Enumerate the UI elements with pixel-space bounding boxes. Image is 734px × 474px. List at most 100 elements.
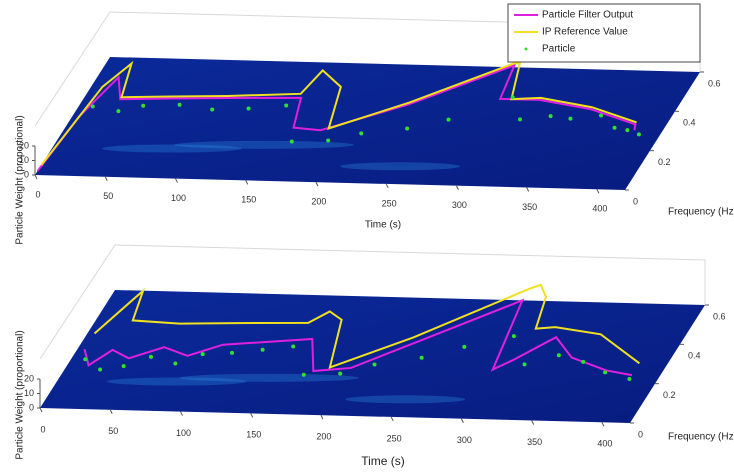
particle bbox=[511, 334, 516, 339]
x-tick bbox=[531, 420, 535, 425]
y-axis-label: Frequency (Hz) bbox=[668, 432, 734, 443]
particle bbox=[141, 103, 146, 108]
x-tick-label: 0 bbox=[40, 424, 45, 434]
x-tick bbox=[245, 180, 249, 185]
particle bbox=[446, 117, 451, 122]
x-tick-label: 0 bbox=[35, 189, 40, 199]
box-wall bbox=[39, 244, 706, 360]
x-tick bbox=[39, 407, 43, 413]
legend-label: IP Reference Value bbox=[542, 27, 628, 38]
chart: 0 50 100 150 200 250 300 350 400 0 0.2 0.4 0.6 0 10 20 T… bbox=[15, 244, 734, 468]
x-tick-label: 50 bbox=[108, 426, 118, 436]
particle bbox=[200, 352, 205, 357]
legend-label: Particle Filter Output bbox=[542, 10, 633, 21]
particle bbox=[359, 131, 364, 136]
particle bbox=[260, 347, 265, 352]
x-tick bbox=[315, 181, 319, 187]
x-tick-label: 100 bbox=[171, 193, 186, 203]
x-tick-label: 200 bbox=[311, 197, 326, 207]
y-tick-label: 0.4 bbox=[688, 351, 701, 361]
z-tick-label: 10 bbox=[24, 388, 34, 398]
particle bbox=[90, 104, 95, 109]
particle bbox=[230, 350, 235, 355]
x-tick-label: 150 bbox=[241, 195, 256, 205]
particle bbox=[177, 102, 182, 107]
particle bbox=[326, 138, 331, 143]
y-tick-label: 0.2 bbox=[663, 390, 676, 400]
x-tick bbox=[390, 416, 394, 422]
particle bbox=[462, 344, 467, 349]
x-tick bbox=[34, 174, 38, 180]
particle bbox=[98, 367, 103, 372]
particle bbox=[116, 109, 121, 114]
z-axis-label: Particle Weight (proportional) bbox=[15, 115, 26, 244]
particle bbox=[556, 353, 561, 358]
x-tick bbox=[526, 187, 530, 192]
particle bbox=[121, 364, 126, 369]
spectral-patch bbox=[345, 395, 466, 404]
x-tick bbox=[175, 178, 178, 183]
y-tick-label: 0.6 bbox=[708, 78, 721, 88]
particle bbox=[625, 128, 630, 133]
y-tick-label: 0.4 bbox=[683, 118, 696, 128]
series-line bbox=[83, 298, 633, 377]
x-tick-label: 150 bbox=[246, 430, 261, 440]
x-tick-label: 100 bbox=[176, 428, 191, 438]
series-line bbox=[93, 283, 641, 369]
x-tick bbox=[385, 183, 389, 189]
particle bbox=[210, 107, 215, 112]
x-tick bbox=[180, 411, 183, 416]
x-tick bbox=[455, 185, 459, 190]
particle bbox=[173, 361, 178, 366]
x-tick-label: 250 bbox=[387, 433, 402, 443]
surface bbox=[40, 290, 705, 423]
legend-swatch bbox=[524, 47, 528, 51]
particle bbox=[636, 132, 641, 137]
particle bbox=[246, 106, 251, 111]
x-axis-label: Time (s) bbox=[361, 454, 405, 468]
x-tick bbox=[109, 409, 113, 415]
particle bbox=[284, 103, 289, 108]
particle bbox=[522, 362, 527, 367]
z-tick-label: 0 bbox=[29, 402, 34, 412]
spectral-patch bbox=[101, 144, 242, 153]
particle bbox=[301, 372, 306, 377]
x-tick-label: 300 bbox=[452, 200, 467, 210]
legend-label: Particle bbox=[542, 44, 576, 55]
x-tick-label: 400 bbox=[597, 439, 612, 449]
x-tick bbox=[250, 413, 254, 418]
particle bbox=[405, 126, 410, 131]
z-tick-label: 20 bbox=[19, 140, 29, 150]
y-axis-label: Frequency (Hz) bbox=[668, 207, 734, 218]
z-tick-label: 20 bbox=[24, 373, 34, 383]
particle bbox=[518, 117, 522, 122]
particle bbox=[627, 377, 632, 382]
particle bbox=[603, 370, 608, 375]
legend-box bbox=[507, 3, 701, 63]
particle bbox=[568, 116, 573, 121]
x-tick-label: 200 bbox=[316, 432, 331, 442]
series-line bbox=[40, 60, 637, 166]
particle bbox=[149, 354, 154, 359]
z-axis-label: Particle Weight (proportional) bbox=[15, 330, 26, 459]
x-tick bbox=[104, 176, 108, 182]
x-tick bbox=[601, 422, 605, 427]
x-tick-label: 50 bbox=[103, 191, 113, 201]
x-tick bbox=[320, 414, 324, 420]
x-tick bbox=[596, 189, 600, 194]
x-tick-label: 350 bbox=[527, 437, 542, 447]
particle bbox=[83, 357, 88, 362]
y-tick-label: 0 bbox=[633, 196, 638, 206]
particle bbox=[510, 95, 515, 100]
spectral-patch bbox=[174, 140, 354, 149]
particle bbox=[612, 125, 617, 130]
z-tick-label: 10 bbox=[19, 155, 29, 165]
x-tick-label: 300 bbox=[457, 435, 472, 445]
particle bbox=[338, 371, 343, 376]
y-tick-label: 0.2 bbox=[658, 157, 671, 167]
x-tick bbox=[460, 418, 464, 423]
particle bbox=[581, 359, 586, 364]
particle bbox=[289, 139, 294, 144]
